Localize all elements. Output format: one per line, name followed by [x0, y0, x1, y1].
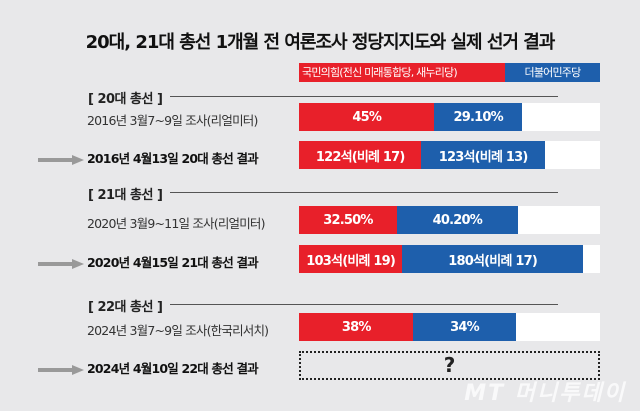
- chart-title: 20대, 21대 총선 1개월 전 여론조사 정당지지도와 실제 선거 결과: [85, 32, 556, 53]
- section-header: [ 22대 총선 ]: [88, 300, 163, 315]
- bar-ppp: 38%: [299, 313, 414, 341]
- section-divider: [170, 96, 558, 97]
- section-header: [ 21대 총선 ]: [88, 188, 163, 203]
- row-label: 2020년 4월15일 21대 총선 결과: [87, 255, 259, 270]
- bar-ppp: 103석(비례 19): [299, 245, 403, 273]
- bar-democratic: 34%: [413, 313, 516, 341]
- section-header: [ 20대 총선 ]: [88, 92, 163, 107]
- bar-track: 103석(비례 19) 180석(비례 17): [299, 245, 600, 273]
- bar-ppp: 122석(비례 17): [299, 141, 422, 169]
- bar-ppp: 45%: [299, 103, 435, 131]
- unknown-result-box: ?: [299, 351, 600, 380]
- row-label: 2024년 4월10일 22대 총선 결과: [87, 361, 259, 376]
- bar-democratic: 180석(비례 17): [402, 245, 583, 273]
- row-label: 2016년 4월13일 20대 총선 결과: [87, 151, 259, 166]
- section-divider: [170, 304, 558, 305]
- bar-track: 38% 34%: [299, 313, 600, 341]
- arrow-icon: [38, 254, 84, 269]
- bar-ppp: 32.50%: [299, 206, 397, 234]
- legend-ppp: 국민의힘(전신 미래통합당, 새누리당): [299, 63, 505, 82]
- bar-track: 122석(비례 17) 123석(비례 13): [299, 141, 600, 169]
- row-label: 2016년 3월7~9일 조사(리얼미터): [87, 113, 258, 128]
- bar-democratic: 40.20%: [396, 206, 518, 234]
- arrow-icon: [38, 150, 84, 165]
- section-divider: [170, 192, 558, 193]
- legend: 국민의힘(전신 미래통합당, 새누리당) 더불어민주당: [299, 63, 600, 82]
- bar-democratic: 29.10%: [434, 103, 523, 131]
- bar-track: 45% 29.10%: [299, 103, 600, 131]
- legend-democratic: 더불어민주당: [505, 63, 600, 82]
- watermark-logo: MT 머니투데이: [464, 381, 626, 406]
- row-label: 2020년 3월9~11일 조사(리얼미터): [87, 216, 266, 231]
- bar-democratic: 123석(비례 13): [421, 141, 545, 169]
- row-label: 2024년 3월7~9일 조사(한국리서치): [87, 323, 269, 338]
- bar-track: 32.50% 40.20%: [299, 206, 600, 234]
- arrow-icon: [38, 360, 84, 375]
